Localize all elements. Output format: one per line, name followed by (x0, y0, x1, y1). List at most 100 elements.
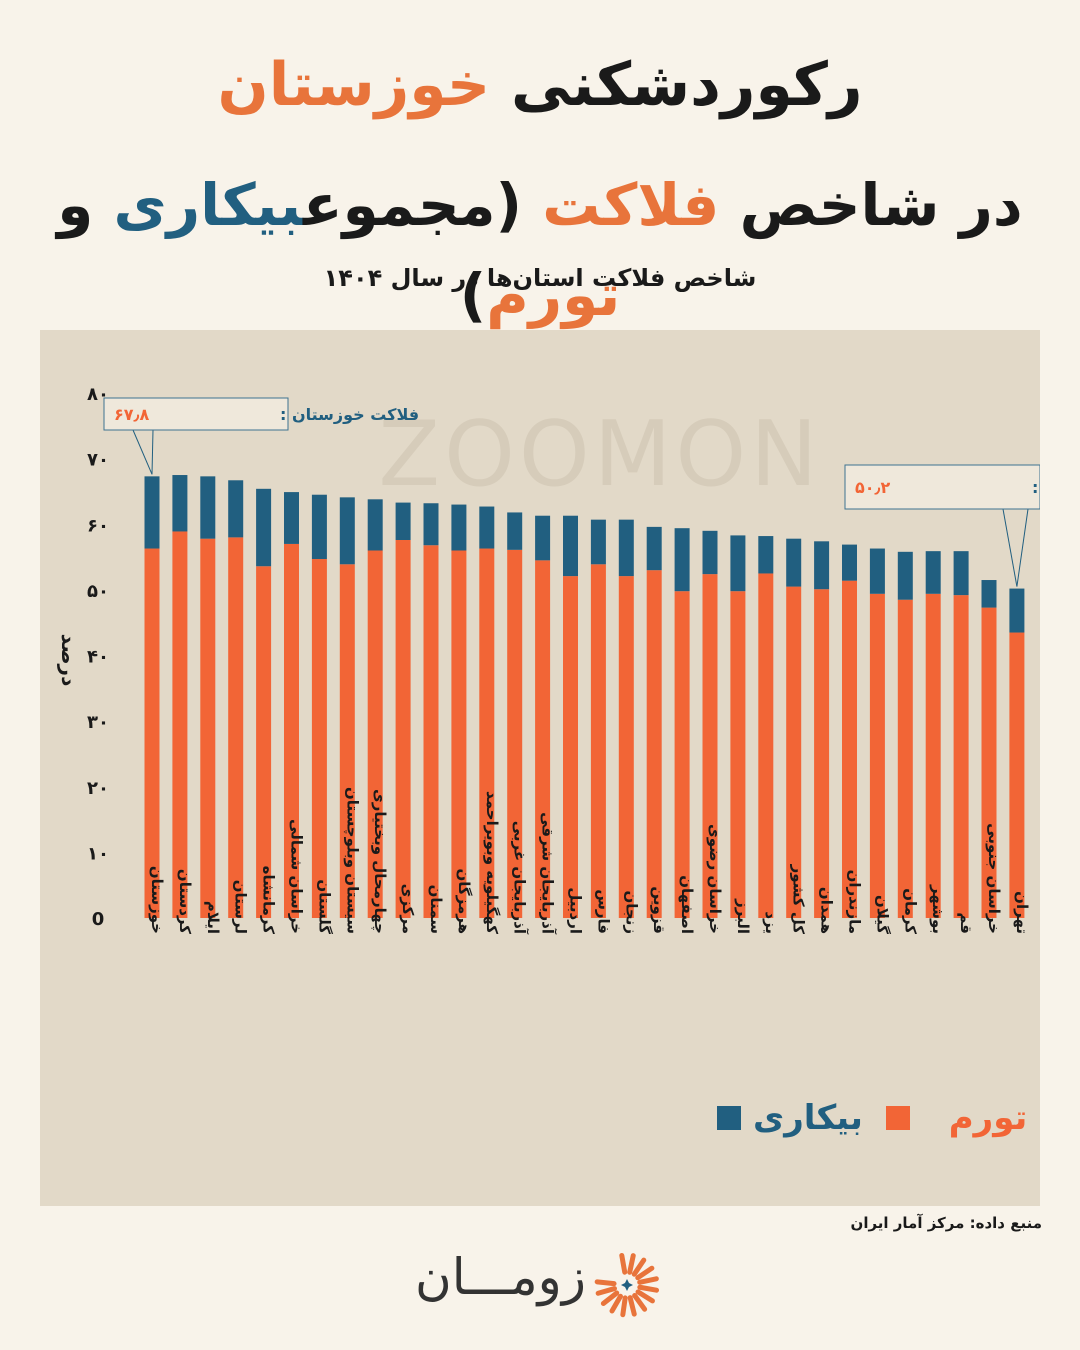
x-tick-label: همدان (818, 887, 836, 934)
x-tick-label: مرکزی (399, 884, 417, 934)
x-tick-label: کردستان (176, 869, 194, 934)
x-tick-label: لرستان (232, 880, 250, 934)
bar-unemployment (953, 551, 969, 596)
bar-inflation (451, 550, 467, 918)
bar-inflation (339, 564, 355, 918)
bar-inflation (953, 595, 969, 918)
logo-text: زومـــان (415, 1248, 586, 1306)
stacked-bar-chart: ZOOMON 0 ۱۰ ۲۰ ۳۰ ۴۰ ۵۰ ۶۰ ۷۰ ۸۰ درصد خوزستان کردستا… (57, 384, 1040, 1138)
bar-inflation (172, 531, 188, 918)
bar-unemployment (618, 519, 634, 577)
y-tick-label: ۲۰ (87, 778, 109, 799)
x-tick-label: کل کشور (790, 864, 808, 935)
annotation-leader (1002, 508, 1018, 587)
bar-unemployment (172, 475, 188, 532)
bar-unemployment (897, 551, 913, 600)
bar-inflation (730, 591, 746, 918)
annotation-box (103, 397, 289, 431)
bar-inflation (144, 548, 160, 918)
bar-inflation (479, 548, 495, 918)
x-tick-label: چهارمحال وبختیاری (370, 789, 389, 934)
bar-unemployment (535, 515, 551, 561)
bar-unemployment (842, 544, 857, 581)
bar-unemployment (284, 492, 299, 544)
bar-inflation (284, 543, 299, 918)
x-tick-label: آذربایجان غربی (511, 821, 529, 935)
legend-label-unemployment: بیکاری (753, 1098, 863, 1138)
bar-inflation (842, 580, 857, 918)
annotation-value: ۵۰٫۲ (855, 478, 891, 497)
x-tick-label: تهران (1013, 891, 1031, 934)
x-tick-label: قزوین (650, 886, 668, 934)
bar-unemployment (256, 488, 272, 567)
bar-inflation (618, 576, 634, 918)
x-tick-label: خراسان جنوبی (985, 823, 1003, 934)
bar-unemployment (395, 502, 411, 540)
chart-subtitle: شاخص فلاکت استان‌ها در سال ۱۴۰۴ (323, 264, 757, 292)
y-tick-label: ۶۰ (87, 515, 109, 536)
bar-unemployment (674, 528, 690, 592)
x-tick-label: کرمانشاه (260, 866, 278, 935)
x-tick-label: بوشهر (929, 884, 947, 934)
bar-inflation (228, 537, 244, 918)
bar-inflation (897, 599, 913, 918)
bar-inflation (1009, 632, 1025, 918)
legend-label-inflation: تورم (949, 1098, 1028, 1138)
bar-unemployment (758, 536, 774, 574)
bar-inflation (786, 586, 802, 918)
annotation-leader (1016, 508, 1029, 587)
watermark-text: ZOOMON (378, 402, 821, 507)
x-tick-label: خوزستان (148, 866, 166, 934)
x-tick-label: کرمان (901, 888, 919, 934)
x-tick-label: خراسان شمالی (288, 819, 306, 934)
annotation-label: فلاکت خوزستان : (280, 405, 419, 424)
bar-inflation (646, 570, 662, 918)
x-tick-label: زنجان (622, 890, 640, 934)
x-tick-label: فارس (594, 889, 612, 934)
legend-swatch-unemployment (717, 1106, 741, 1130)
y-tick-label: ۳۰ (87, 712, 109, 733)
annotation-value: ۶۷٫۸ (114, 405, 150, 424)
bar-inflation (535, 560, 551, 918)
x-tick-label: گلستان (315, 879, 333, 934)
bar-unemployment (507, 512, 523, 550)
title-word-unemployment: بیکاری (113, 171, 303, 239)
x-tick-label: قم (957, 912, 975, 934)
y-tick-label: ۴۰ (87, 647, 109, 668)
bar-inflation (674, 591, 690, 918)
y-tick-label: ۷۰ (87, 450, 109, 471)
bar-unemployment (311, 494, 327, 560)
bar-unemployment (869, 548, 885, 594)
bar-unemployment (730, 535, 746, 592)
bar-unemployment (144, 476, 160, 549)
annotation-label: فلاکت تهران : (1032, 478, 1040, 497)
bar-unemployment (925, 551, 941, 594)
x-tick-label: آذربایجان شرقی (539, 812, 557, 935)
x-tick-label: کهگیلویه وبویراحمد (483, 791, 501, 934)
bar-unemployment (367, 499, 383, 551)
title-word-khuzestan: خوزستان (217, 50, 491, 120)
x-tick-label: سمنان (427, 885, 445, 934)
sunburst-logo-icon (594, 1252, 660, 1318)
y-tick-label: ۱۰ (87, 843, 109, 864)
x-tick-label: البرز (734, 898, 752, 934)
bar-inflation (869, 593, 885, 918)
bar-inflation (981, 607, 997, 918)
y-tick-label: 0 (92, 909, 105, 930)
bar-inflation (395, 540, 411, 918)
title-word-index: در شاخص (739, 171, 1023, 239)
y-tick-label: ۸۰ (87, 384, 109, 405)
bar-inflation (590, 564, 606, 918)
x-tick-label: ایلام (204, 901, 222, 934)
bar-unemployment (814, 541, 830, 590)
bar-unemployment (981, 580, 997, 608)
bar-unemployment (590, 519, 606, 565)
bar-unemployment (451, 504, 467, 551)
y-axis-label: درصد (57, 634, 81, 687)
bar-inflation (507, 549, 523, 918)
x-tick-label: هرمزگان (455, 868, 473, 934)
bar-inflation (925, 593, 941, 918)
x-tick-label: گیلان (873, 895, 891, 934)
title-word-and: و (57, 171, 94, 239)
bar-unemployment (702, 530, 718, 575)
